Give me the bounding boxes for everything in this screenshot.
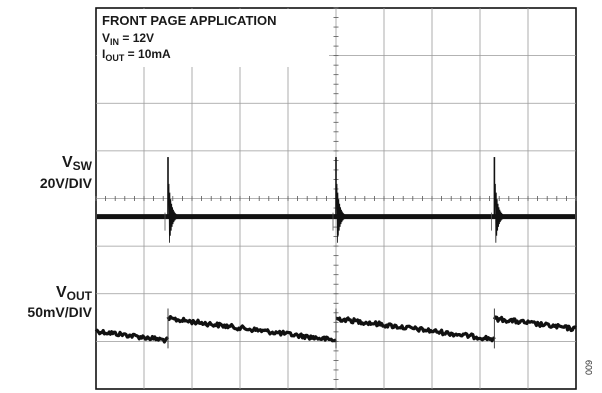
channel-label-vout-symbol: V	[56, 284, 67, 301]
vout-ramp-segment	[492, 315, 577, 333]
vsw-ringing	[167, 183, 182, 243]
channel-scale-vsw: 20V/DIV	[40, 175, 93, 191]
vout-ramp-segment	[94, 328, 170, 344]
channel-label-vout: VOUT	[56, 284, 93, 303]
annotation-backdrop	[97, 9, 329, 67]
condition-iout-sub: OUT	[105, 53, 125, 63]
channel-label-vsw: VSW	[62, 154, 93, 173]
channel-label-vout-sub: OUT	[67, 289, 93, 303]
condition-iout-value: = 10mA	[124, 47, 171, 61]
condition-vin-sub: IN	[110, 37, 119, 47]
condition-iout: IOUT = 10mA	[102, 47, 171, 63]
vsw-ringing	[494, 183, 508, 243]
vout-ramp-segment	[335, 316, 496, 343]
traces	[94, 157, 577, 349]
channel-scale-vout: 50mV/DIV	[27, 304, 92, 320]
figure-id: 009	[584, 360, 594, 375]
vout-ramp-segment	[166, 315, 337, 343]
vsw-ringing	[335, 183, 350, 243]
channel-label-vsw-sub: SW	[73, 159, 93, 173]
condition-vin: VIN = 12V	[102, 31, 154, 47]
condition-vin-value: = 12V	[119, 31, 154, 45]
condition-vin-symbol: V	[102, 31, 110, 45]
chart-title: FRONT PAGE APPLICATION	[102, 13, 277, 28]
condition-iout-symbol: I	[102, 47, 105, 61]
channel-label-vsw-symbol: V	[62, 154, 73, 171]
